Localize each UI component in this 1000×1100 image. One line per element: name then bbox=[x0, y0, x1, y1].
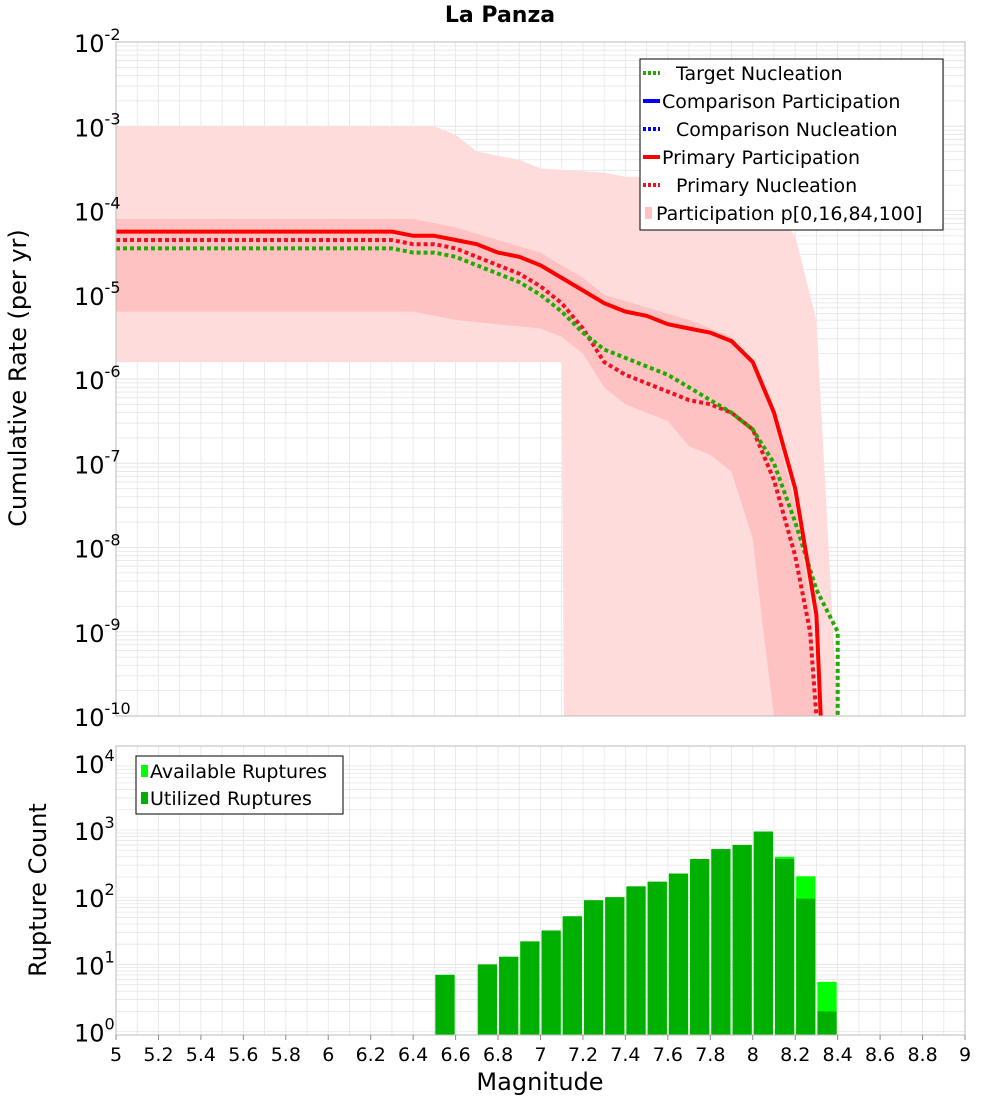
bar-utilized bbox=[711, 849, 731, 1035]
bar-utilized bbox=[499, 956, 519, 1035]
y-tick-label: 103 bbox=[74, 813, 115, 846]
legend-label: Participation p[0,16,84,100] bbox=[656, 203, 922, 225]
y-tick-label: 10-6 bbox=[74, 362, 121, 395]
bar-utilized bbox=[626, 886, 646, 1035]
y-tick-label: 10-10 bbox=[74, 699, 131, 732]
x-tick-label: 5.6 bbox=[228, 1044, 258, 1066]
x-tick-label: 7.8 bbox=[695, 1044, 725, 1066]
bar-utilized bbox=[562, 916, 582, 1035]
legend-label: Primary Nucleation bbox=[676, 175, 857, 197]
rupture-bars bbox=[435, 831, 837, 1035]
top-y-axis-label: Cumulative Rate (per yr) bbox=[4, 229, 32, 527]
bar-utilized bbox=[647, 881, 667, 1035]
y-tick-label: 101 bbox=[74, 947, 115, 980]
x-tick-label: 6.6 bbox=[440, 1044, 470, 1066]
band-p16-p84 bbox=[116, 218, 817, 716]
legend-swatch bbox=[645, 207, 652, 219]
top-plot-frame bbox=[115, 41, 966, 717]
legend-label: Comparison Participation bbox=[662, 91, 900, 113]
x-tick-label: 8.8 bbox=[907, 1044, 937, 1066]
x-tick-label: 5 bbox=[110, 1044, 122, 1066]
participation-bands bbox=[116, 126, 838, 717]
legend-swatch bbox=[141, 792, 148, 804]
y-tick-label: 10-3 bbox=[74, 109, 121, 142]
y-tick-label: 104 bbox=[74, 746, 115, 779]
series-line-primary-nucleation bbox=[116, 238, 819, 717]
x-tick-label: 9 bbox=[959, 1044, 971, 1066]
legend-label: Comparison Nucleation bbox=[676, 119, 898, 141]
x-tick-label: 5.4 bbox=[186, 1044, 216, 1066]
bar-utilized bbox=[753, 831, 773, 1035]
series-line-target-nucleation bbox=[116, 246, 840, 716]
x-tick-label: 5.8 bbox=[271, 1044, 301, 1066]
x-axis-label: Magnitude bbox=[476, 1068, 603, 1096]
y-tick-label: 10-2 bbox=[74, 25, 121, 58]
x-tick-label: 6 bbox=[322, 1044, 334, 1066]
bar-utilized bbox=[690, 859, 710, 1035]
bar-utilized bbox=[477, 964, 498, 1035]
x-tick-label: 6.8 bbox=[483, 1044, 513, 1066]
bar-utilized bbox=[817, 1011, 837, 1035]
bottom-legend: Available Ruptures Utilized Ruptures bbox=[135, 755, 344, 815]
bar-utilized bbox=[774, 859, 795, 1035]
bottom-y-ticks: 104 103 102 101 100 bbox=[74, 746, 115, 1048]
x-ticks: 5 5.2 5.4 5.6 5.8 6 6.2 6.4 6.6 6.8 7 7.2 7.4 7.6 7.8 8… bbox=[110, 1035, 971, 1066]
y-tick-label: 10-5 bbox=[74, 278, 121, 311]
x-tick-label: 7.6 bbox=[653, 1044, 683, 1066]
bar-utilized bbox=[541, 930, 561, 1035]
x-tick-label: 7 bbox=[534, 1044, 546, 1066]
bar-utilized bbox=[668, 873, 689, 1035]
series-lines bbox=[116, 229, 840, 717]
bar-utilized bbox=[605, 897, 625, 1035]
x-tick-label: 7.4 bbox=[610, 1044, 640, 1066]
legend-label: Available Ruptures bbox=[150, 761, 327, 783]
x-tick-label: 8.6 bbox=[865, 1044, 895, 1066]
x-tick-label: 8.4 bbox=[823, 1044, 853, 1066]
top-legend-box bbox=[639, 58, 944, 231]
legend-swatch bbox=[141, 765, 148, 777]
legend-label: Utilized Ruptures bbox=[150, 788, 312, 810]
x-tick-label: 8.2 bbox=[780, 1044, 810, 1066]
y-tick-label: 10-9 bbox=[74, 615, 121, 648]
bar-utilized bbox=[796, 898, 816, 1035]
series-line-primary-participation bbox=[116, 229, 823, 717]
top-legend: Target Nucleation Comparison Participatio… bbox=[639, 58, 944, 231]
y-tick-label: 10-4 bbox=[74, 194, 121, 227]
bar-utilized bbox=[435, 974, 455, 1035]
y-tick-label: 100 bbox=[74, 1015, 115, 1048]
legend-label: Primary Participation bbox=[662, 147, 860, 169]
x-tick-label: 5.2 bbox=[143, 1044, 173, 1066]
x-tick-label: 6.2 bbox=[356, 1044, 386, 1066]
x-tick-label: 7.2 bbox=[568, 1044, 598, 1066]
top-y-ticks: 10-2 10-3 10-4 10-5 10-6 10-7 10-8 10-9 10-10 bbox=[74, 25, 131, 732]
x-tick-label: 8 bbox=[747, 1044, 759, 1066]
y-tick-label: 10-7 bbox=[74, 446, 121, 479]
bar-utilized bbox=[583, 900, 604, 1035]
x-tick-label: 6.4 bbox=[398, 1044, 428, 1066]
bar-utilized bbox=[520, 941, 540, 1035]
chart-title: La Panza bbox=[445, 3, 555, 28]
legend-label: Target Nucleation bbox=[675, 63, 843, 85]
y-tick-label: 102 bbox=[74, 880, 115, 913]
bottom-y-axis-label: Rupture Count bbox=[24, 803, 52, 977]
bar-utilized bbox=[732, 844, 752, 1035]
y-tick-label: 10-8 bbox=[74, 531, 121, 564]
bottom-legend-box bbox=[135, 755, 344, 815]
